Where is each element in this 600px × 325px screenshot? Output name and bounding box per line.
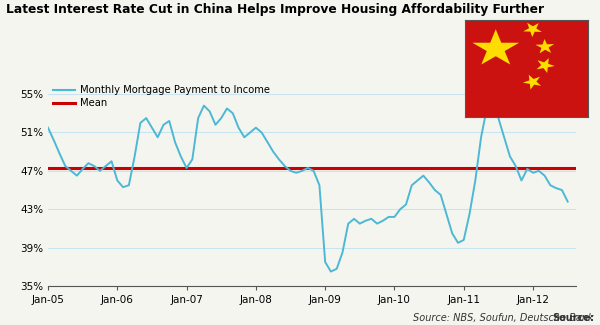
Text: Latest Interest Rate Cut in China Helps Improve Housing Affordability Further: Latest Interest Rate Cut in China Helps … [6, 3, 544, 16]
Polygon shape [472, 29, 519, 65]
Text: Source:: Source: [552, 313, 594, 323]
Polygon shape [536, 58, 555, 73]
Polygon shape [535, 39, 554, 53]
Polygon shape [523, 23, 542, 37]
Legend: Monthly Mortgage Payment to Income, Mean: Monthly Mortgage Payment to Income, Mean [53, 85, 270, 109]
Text: Source: NBS, Soufun, Deutsche Bank: Source: NBS, Soufun, Deutsche Bank [413, 313, 594, 323]
Polygon shape [523, 75, 541, 89]
